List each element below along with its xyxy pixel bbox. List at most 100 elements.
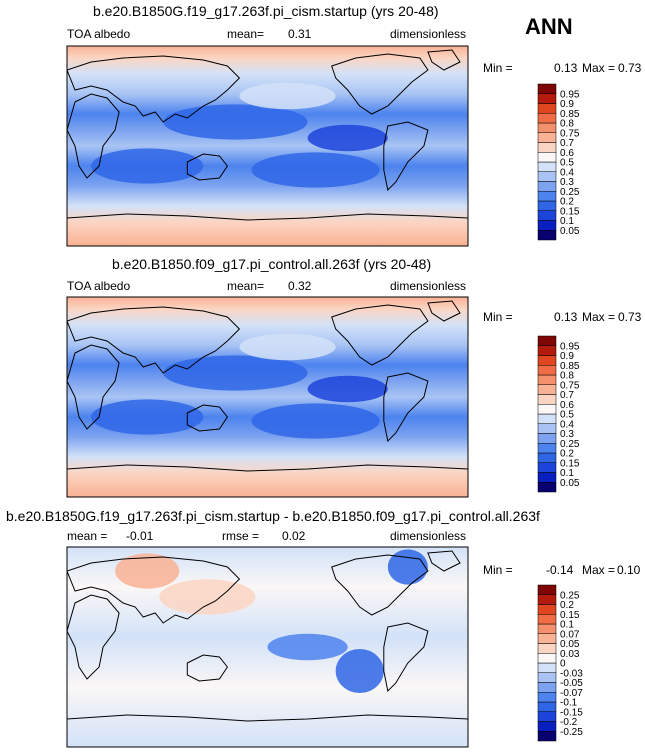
panel-3-units: dimensionless — [390, 529, 467, 543]
panel-1-min-label: Min = — [483, 61, 513, 75]
colorbar-3-swatch-7 — [537, 672, 557, 683]
contour-band-3-1 — [267, 633, 348, 661]
colorbar-1-swatch-15 — [537, 93, 557, 104]
colorbar-2-swatch-14 — [537, 355, 557, 366]
colorbar-1-tick-12: 0.8 — [560, 119, 574, 130]
panel-2-units: dimensionless — [390, 279, 467, 293]
colorbar-3-swatch-3 — [537, 711, 557, 722]
contour-band-1-4 — [307, 124, 388, 152]
season-label: ANN — [525, 14, 573, 39]
panel-2-mean-value: 0.32 — [288, 279, 312, 293]
colorbar-3-tick-15: 0.25 — [560, 590, 580, 601]
coastline-1-7 — [67, 213, 468, 221]
colorbar-2-tick-10: 0.7 — [560, 390, 574, 401]
colorbar-2-swatch-12 — [537, 374, 557, 385]
panel-1-max-label: Max = — [582, 61, 616, 75]
panel-1-variable: TOA albedo — [67, 27, 131, 41]
colorbar-1-tick-3: 0.15 — [560, 206, 580, 217]
colorbar-2-tick-2: 0.1 — [560, 468, 574, 479]
colorbar-1-swatch-1 — [537, 230, 557, 241]
colorbar-2-tick-5: 0.25 — [560, 439, 580, 450]
contour-band-1-5 — [239, 82, 336, 110]
colorbar-1-tick-7: 0.4 — [560, 167, 574, 178]
colorbar-1: 0.050.10.150.20.250.30.40.50.60.70.750.8… — [537, 83, 580, 241]
colorbar-1-swatch-2 — [537, 220, 557, 231]
coastline-2-4 — [331, 304, 429, 366]
colorbar-2-swatch-2 — [537, 472, 557, 483]
colorbar-3-swatch-16 — [537, 584, 557, 595]
colorbar-3-tick-14: 0.2 — [560, 600, 574, 611]
coastline-2-2 — [67, 306, 241, 374]
contour-band-2-1 — [163, 355, 308, 391]
map-field-1 — [67, 46, 468, 246]
colorbar-1-swatch-12 — [537, 122, 557, 133]
coastline-3-7 — [67, 714, 468, 722]
colorbar-3-tick-10: 0.05 — [560, 639, 580, 650]
panel-2-min-label: Min = — [483, 310, 513, 324]
panel-1-min-value: 0.13 — [554, 61, 578, 75]
panel-3-title: b.e20.B1850G.f19_g17.263f.pi_cism.startu… — [6, 508, 540, 524]
colorbar-1-swatch-10 — [537, 142, 557, 153]
coastline-1-5 — [383, 121, 429, 192]
coastline-3-1 — [67, 594, 120, 680]
colorbar-3-tick-4: -0.1 — [560, 698, 578, 709]
panel-3-max-value: 0.10 — [617, 563, 641, 577]
colorbar-1-tick-13: 0.85 — [560, 109, 580, 120]
colorbar-3-swatch-6 — [537, 682, 557, 693]
colorbar-1-swatch-5 — [537, 191, 557, 202]
colorbar-2-tick-1: 0.05 — [560, 478, 580, 489]
colorbar-3-swatch-9 — [537, 653, 557, 664]
coastline-1-6 — [427, 49, 461, 71]
colorbar-1-tick-10: 0.7 — [560, 138, 574, 149]
colorbar-2-swatch-9 — [537, 404, 557, 415]
colorbar-2-tick-9: 0.6 — [560, 400, 574, 411]
colorbar-3-tick-5: -0.07 — [560, 688, 583, 699]
panel-2-title: b.e20.B1850.f09_g17.pi_control.all.263f … — [112, 256, 432, 272]
colorbar-2-swatch-1 — [537, 482, 557, 493]
panel-3-max-label: Max = — [582, 563, 616, 577]
colorbar-1-swatch-14 — [537, 103, 557, 114]
colorbar-2-tick-8: 0.5 — [560, 410, 574, 421]
coastline-1-4 — [331, 53, 429, 115]
colorbar-3-swatch-5 — [537, 692, 557, 703]
coastline-3-5 — [383, 622, 429, 693]
coastline-2-5 — [383, 372, 429, 443]
colorbar-2-tick-3: 0.15 — [560, 458, 580, 469]
colorbar-3-tick-2: -0.2 — [560, 717, 578, 728]
contour-band-3-4 — [115, 553, 180, 589]
coastline-1-3 — [186, 153, 229, 181]
colorbar-2-swatch-11 — [537, 384, 557, 395]
colorbar-3-tick-7: -0.03 — [560, 668, 583, 679]
colorbar-2-swatch-16 — [537, 335, 557, 346]
colorbar-3-tick-13: 0.15 — [560, 610, 580, 621]
contour-band-2-3 — [251, 403, 380, 439]
colorbar-3-tick-1: -0.25 — [560, 727, 583, 738]
panel-2-min-value: 0.13 — [554, 310, 578, 324]
panel-3-rmse-label: rmse = — [222, 529, 260, 543]
colorbar-3-tick-11: 0.07 — [560, 629, 580, 640]
colorbar-2: 0.050.10.150.20.250.30.40.50.60.70.750.8… — [537, 335, 580, 493]
contour-band-2-5 — [239, 333, 336, 361]
coastline-3-4 — [331, 554, 429, 616]
colorbar-3-swatch-1 — [537, 731, 557, 742]
colorbar-3-tick-3: -0.15 — [560, 707, 583, 718]
colorbar-3-swatch-2 — [537, 721, 557, 732]
panel-2-variable: TOA albedo — [67, 279, 131, 293]
map-frame-1 — [66, 45, 469, 247]
colorbar-2-tick-14: 0.9 — [560, 351, 574, 362]
colorbar-2-tick-11: 0.75 — [560, 380, 580, 391]
colorbar-3-swatch-12 — [537, 623, 557, 634]
colorbar-3-swatch-10 — [537, 643, 557, 654]
contour-band-3-5 — [387, 549, 428, 585]
map-frame-3 — [66, 546, 469, 748]
colorbar-3-swatch-15 — [537, 594, 557, 605]
colorbar-3: -0.25-0.2-0.15-0.1-0.07-0.05-0.0300.030.… — [537, 584, 583, 742]
colorbar-3-swatch-13 — [537, 614, 557, 625]
colorbar-2-swatch-3 — [537, 462, 557, 473]
map-panel-3 — [67, 547, 468, 747]
coastline-3-3 — [186, 654, 229, 682]
colorbar-1-swatch-4 — [537, 200, 557, 211]
panel-3-mean-label: mean = — [67, 529, 108, 543]
coastline-1-2 — [67, 55, 241, 123]
panel-1-mean-label: mean= — [227, 27, 265, 41]
